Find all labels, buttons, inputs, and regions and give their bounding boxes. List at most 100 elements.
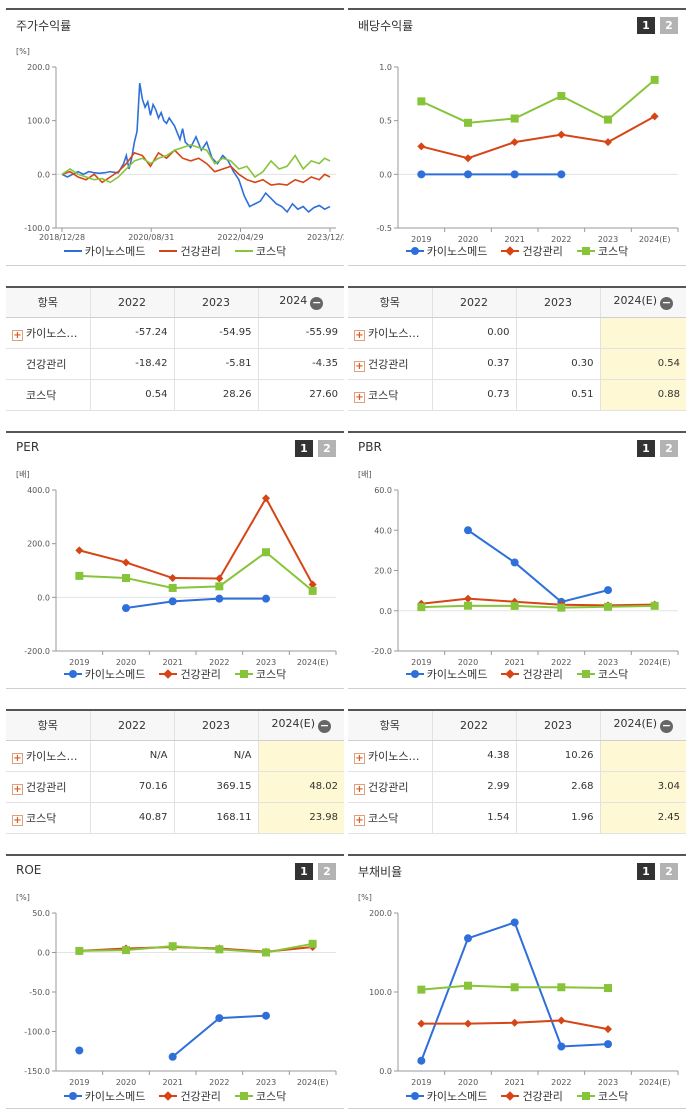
x-tick-label: 2020	[458, 235, 478, 244]
expand-icon[interactable]: +	[354, 783, 365, 795]
row-label[interactable]: + 건강관리	[348, 771, 433, 803]
data-point	[215, 594, 224, 603]
table-cell	[600, 740, 686, 772]
legend-item: 카이노스메드	[405, 243, 488, 259]
table-price: 항목 2022 2023 2024− + 카이노스… -57.24 -54.95 -55.99 건…	[6, 286, 344, 411]
row-label[interactable]: + 코스닥	[6, 802, 91, 834]
row-label[interactable]: + 카이노스…	[348, 740, 433, 772]
page-2-button[interactable]: 2	[660, 17, 678, 34]
table-cell: 1.54	[432, 802, 517, 834]
legend-label: 코스닥	[597, 668, 629, 681]
page-2-button[interactable]: 2	[660, 863, 678, 880]
page-2-button[interactable]: 2	[660, 440, 678, 457]
table-cell: 23.98	[258, 802, 344, 834]
data-point	[122, 604, 130, 613]
data-point	[604, 138, 612, 147]
row-label: 건강관리	[6, 348, 91, 380]
legend-key	[159, 246, 178, 256]
expand-icon[interactable]: +	[354, 814, 365, 826]
row-label[interactable]: + 건강관리	[348, 348, 433, 380]
data-point	[122, 946, 130, 955]
expand-icon[interactable]: +	[354, 329, 365, 341]
legend-label: 카이노스메드	[426, 245, 488, 258]
page-2-button[interactable]: 2	[318, 863, 336, 880]
x-tick-label: 2019	[69, 658, 89, 667]
data-point	[168, 583, 177, 592]
series-line-1	[421, 597, 655, 607]
row-label[interactable]: + 카이노스…	[6, 317, 91, 349]
x-tick-label: 2023/12/28	[307, 233, 344, 242]
table-per: 항목 2022 2023 2024(E) − + 카이노스… N/A N/A + 건강관리 70.16…	[6, 709, 344, 834]
data-point	[417, 170, 426, 179]
expand-icon[interactable]: +	[12, 329, 23, 341]
legend-item: 코스닥	[576, 666, 629, 682]
table-cell: 1.96	[516, 802, 601, 834]
chart-legend: 카이노스메드 건강관리 코스닥	[348, 243, 686, 259]
x-tick-label: 2022	[551, 658, 571, 667]
data-point	[122, 558, 130, 567]
chart-canvas: [배]60.0 40.0 20.0 0.0 -20.0 2019 2020 2021 2022 2…	[358, 470, 679, 667]
expand-icon[interactable]: +	[354, 752, 365, 764]
chart-title: ROE	[16, 863, 42, 877]
x-tick-label: 2023	[598, 235, 618, 244]
table-row: + 건강관리 70.16 369.15 48.02	[6, 771, 344, 803]
legend-label: 코스닥	[255, 1090, 287, 1103]
collapse-icon[interactable]: −	[660, 296, 674, 311]
row-label[interactable]: + 코스닥	[348, 379, 433, 411]
collapse-icon[interactable]: −	[318, 719, 332, 734]
row-label[interactable]: + 카이노스…	[6, 740, 91, 772]
page-1-button[interactable]: 1	[295, 440, 313, 457]
data-point	[650, 112, 659, 121]
row-label[interactable]: + 카이노스…	[348, 317, 433, 349]
data-point	[417, 1056, 426, 1065]
x-tick-label: 2019	[411, 1078, 431, 1087]
table-row: + 카이노스… N/A N/A	[6, 740, 344, 772]
data-point	[557, 983, 566, 992]
collapse-icon[interactable]: −	[660, 719, 674, 734]
column-header: 2022	[90, 287, 175, 318]
data-point	[122, 574, 130, 583]
y-unit-label: [%]	[16, 47, 30, 56]
expand-icon[interactable]: +	[12, 814, 23, 826]
page-1-button[interactable]: 1	[637, 17, 655, 34]
y-tick-label: 0.0	[37, 949, 50, 958]
table-cell: 0.54	[90, 379, 175, 411]
expand-icon[interactable]: +	[354, 391, 365, 403]
column-header: 2024(E) −	[600, 287, 686, 318]
x-tick-label: 2019	[411, 658, 431, 667]
x-tick-label: 2021	[504, 658, 524, 667]
page-1-button[interactable]: 1	[637, 863, 655, 880]
row-label[interactable]: + 코스닥	[348, 802, 433, 834]
row-label[interactable]: + 건강관리	[6, 771, 91, 803]
y-tick-label: -150.0	[24, 1067, 50, 1076]
x-tick-label: 2024(E)	[639, 1078, 671, 1087]
table-cell	[600, 317, 686, 349]
y-tick-label: 0.0	[37, 170, 50, 179]
chart-title: 배당수익률	[358, 19, 414, 33]
data-point	[464, 981, 472, 990]
data-point	[464, 154, 472, 163]
x-tick-label: 2023	[598, 1078, 618, 1087]
table-header-row: 항목 2022 2023 2024−	[6, 287, 344, 318]
table-cell: N/A	[90, 740, 175, 772]
table-cell: 10.26	[516, 740, 601, 772]
data-point	[604, 602, 612, 611]
expand-icon[interactable]: +	[354, 360, 365, 372]
x-tick-label: 2020	[458, 658, 478, 667]
expand-icon[interactable]: +	[12, 783, 23, 795]
data-point	[464, 601, 472, 610]
page-2-button[interactable]: 2	[318, 440, 336, 457]
collapse-icon[interactable]: −	[310, 296, 324, 311]
data-point	[75, 546, 84, 555]
table-row: + 건강관리 0.37 0.30 0.54	[348, 348, 686, 380]
x-tick-label: 2020	[116, 1078, 136, 1087]
chart-legend: 카이노스메드 건강관리 코스닥	[6, 1088, 344, 1104]
expand-icon[interactable]: +	[12, 752, 23, 764]
data-point	[464, 170, 472, 179]
x-tick-label: 2021	[504, 1078, 524, 1087]
page-1-button[interactable]: 1	[637, 440, 655, 457]
legend-key	[576, 246, 595, 256]
table-row: 코스닥 0.54 28.26 27.60	[6, 379, 344, 411]
page-1-button[interactable]: 1	[295, 863, 313, 880]
